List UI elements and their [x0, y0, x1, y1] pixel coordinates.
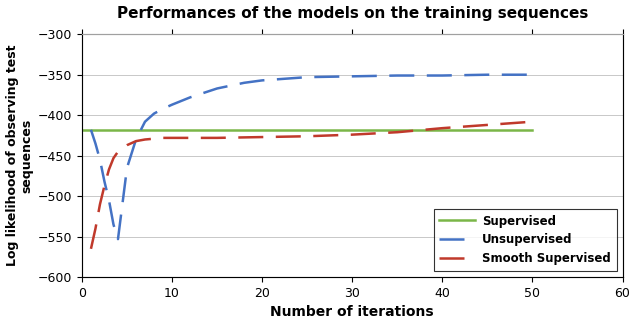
Supervised — [87, 128, 95, 132]
Unsupervised — [100, 180, 108, 184]
Unsupervised — [349, 74, 356, 78]
Unsupervised — [213, 86, 221, 90]
Supervised — [123, 128, 131, 132]
Unsupervised — [123, 166, 131, 170]
Smooth Supervised — [105, 167, 113, 171]
Supervised — [303, 128, 311, 132]
Line: Unsupervised: Unsupervised — [91, 75, 532, 239]
Unsupervised — [92, 142, 99, 146]
Legend: Supervised, Unsupervised, Smooth Supervised: Supervised, Unsupervised, Smooth Supervi… — [434, 209, 617, 271]
X-axis label: Number of iterations: Number of iterations — [270, 306, 434, 319]
Supervised — [258, 128, 266, 132]
Supervised — [349, 128, 356, 132]
Unsupervised — [186, 96, 194, 99]
Unsupervised — [132, 137, 140, 141]
Supervised — [438, 128, 446, 132]
Smooth Supervised — [114, 150, 122, 154]
Unsupervised — [169, 103, 176, 107]
Smooth Supervised — [303, 134, 311, 138]
Unsupervised — [303, 75, 311, 79]
Title: Performances of the models on the training sequences: Performances of the models on the traini… — [116, 6, 588, 20]
Smooth Supervised — [159, 136, 167, 140]
Smooth Supervised — [483, 123, 491, 127]
Supervised — [483, 128, 491, 132]
Smooth Supervised — [258, 135, 266, 139]
Unsupervised — [141, 120, 149, 124]
Supervised — [105, 128, 113, 132]
Supervised — [96, 128, 104, 132]
Supervised — [394, 128, 401, 132]
Unsupervised — [114, 237, 122, 241]
Unsupervised — [105, 198, 113, 202]
Supervised — [78, 128, 86, 132]
Line: Smooth Supervised: Smooth Supervised — [91, 122, 532, 249]
Smooth Supervised — [87, 247, 95, 251]
Smooth Supervised — [123, 143, 131, 147]
Supervised — [141, 128, 149, 132]
Smooth Supervised — [141, 137, 149, 141]
Smooth Supervised — [132, 139, 140, 143]
Smooth Supervised — [186, 136, 194, 140]
Smooth Supervised — [394, 130, 401, 134]
Unsupervised — [438, 73, 446, 77]
Smooth Supervised — [349, 133, 356, 136]
Supervised — [529, 128, 536, 132]
Unsupervised — [394, 73, 401, 77]
Supervised — [213, 128, 221, 132]
Unsupervised — [109, 223, 117, 227]
Smooth Supervised — [150, 137, 158, 141]
Unsupervised — [483, 73, 491, 77]
Y-axis label: Log likelihood of observing test
sequences: Log likelihood of observing test sequenc… — [6, 45, 34, 266]
Smooth Supervised — [92, 227, 99, 230]
Unsupervised — [258, 78, 266, 82]
Unsupervised — [87, 128, 95, 132]
Smooth Supervised — [438, 126, 446, 130]
Unsupervised — [240, 81, 248, 85]
Unsupervised — [150, 111, 158, 115]
Smooth Supervised — [529, 120, 536, 124]
Unsupervised — [96, 158, 104, 162]
Smooth Supervised — [100, 184, 108, 188]
Smooth Supervised — [109, 156, 117, 160]
Smooth Supervised — [96, 202, 104, 206]
Smooth Supervised — [169, 136, 176, 140]
Unsupervised — [159, 107, 167, 111]
Smooth Supervised — [213, 136, 221, 140]
Supervised — [169, 128, 176, 132]
Unsupervised — [529, 73, 536, 77]
